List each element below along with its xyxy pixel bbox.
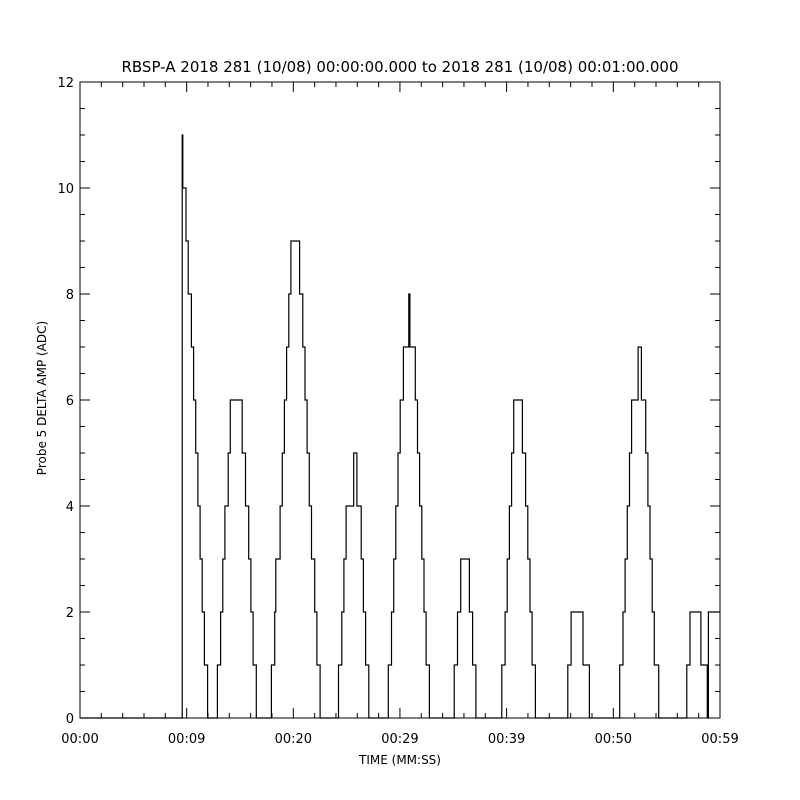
x-axis-label: TIME (MM:SS) [358, 753, 441, 767]
y-tick-label: 8 [66, 288, 74, 303]
series-line-0 [80, 134, 720, 719]
chart-title: RBSP-A 2018 281 (10/08) 00:00:00.000 to … [121, 58, 678, 76]
x-tick-label: 00:50 [595, 732, 632, 747]
x-tick-label: 00:29 [381, 732, 418, 747]
x-tick-label: 00:09 [168, 732, 205, 747]
x-tick-label: 00:20 [275, 732, 312, 747]
series-group [80, 134, 720, 719]
y-axis-tick-labels: 0 2 4 6 8 10 12 [57, 76, 74, 727]
y-tick-label: 12 [57, 76, 74, 91]
y-tick-label: 2 [66, 606, 74, 621]
y-tick-label: 6 [66, 394, 74, 409]
y-axis-label: Probe 5 DELTA AMP (ADC) [35, 321, 49, 475]
y-tick-label: 0 [66, 712, 74, 727]
y-tick-label: 4 [66, 500, 74, 515]
x-tick-label: 00:00 [61, 732, 98, 747]
y-tick-label: 10 [57, 182, 74, 197]
x-tick-label: 00:59 [701, 732, 738, 747]
x-axis-tick-labels: 00:00 00:09 00:20 00:29 00:39 00:50 00:59 [61, 732, 738, 747]
x-tick-label: 00:39 [488, 732, 525, 747]
